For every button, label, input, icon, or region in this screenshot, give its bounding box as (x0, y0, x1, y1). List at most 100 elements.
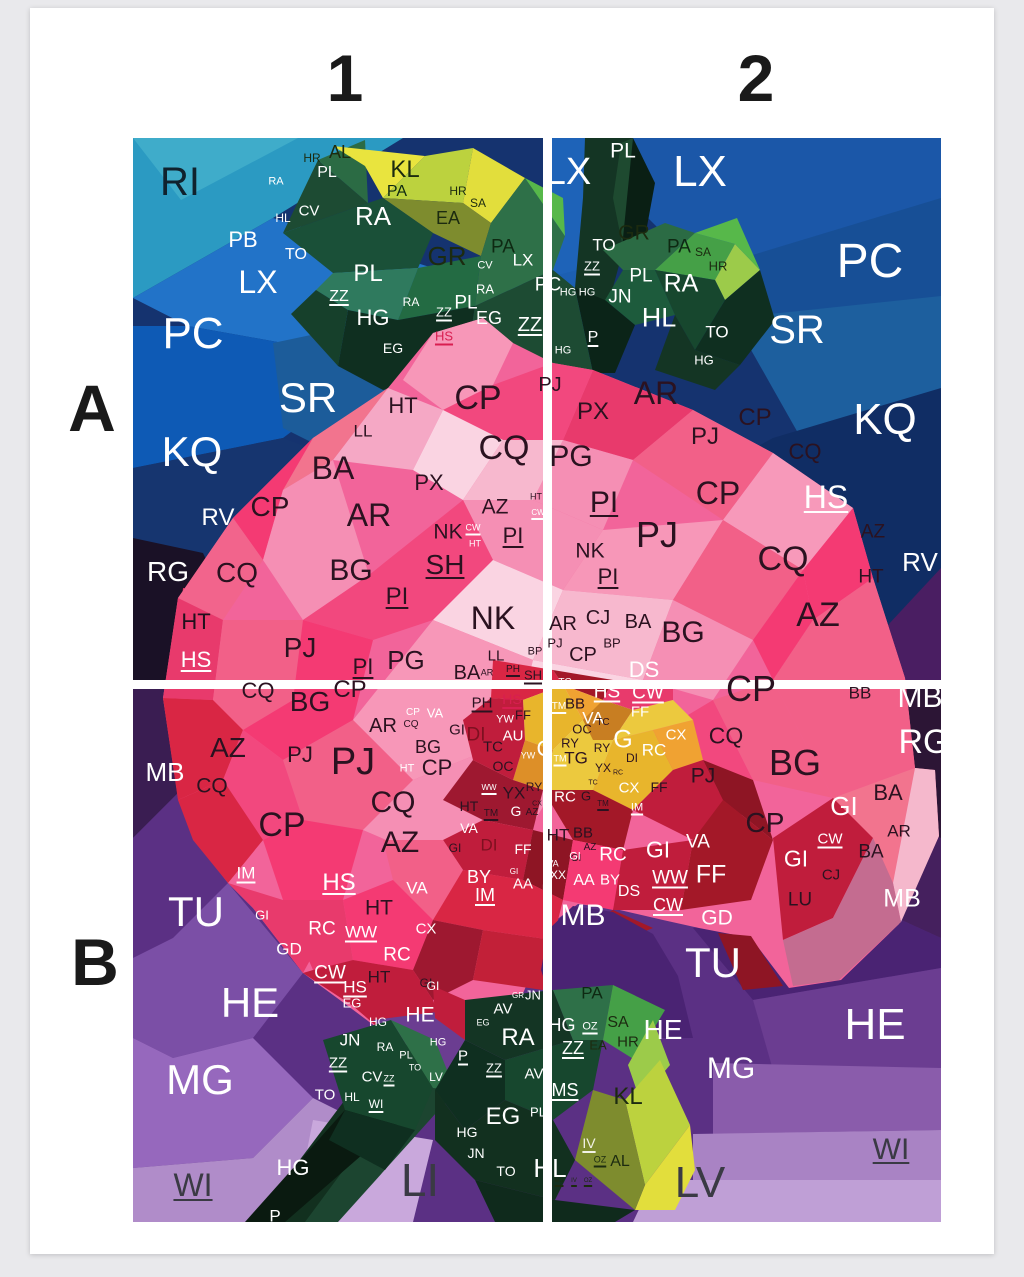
code-label: HG (554, 344, 572, 357)
code-label: RC (383, 944, 411, 966)
code-label: CJ (821, 866, 841, 884)
code-label: HR (617, 1033, 639, 1051)
code-label: TC (588, 779, 598, 787)
code-label: EA (589, 1037, 607, 1053)
code-label: TO (314, 1086, 336, 1104)
code-label: VA (582, 708, 604, 728)
code-label: AZ (210, 732, 246, 763)
code-label: GI (255, 907, 269, 923)
code-label: IM (475, 885, 495, 905)
code-label: WW (652, 867, 688, 889)
art-facet (133, 1038, 313, 1168)
code-label: FF (515, 707, 531, 723)
code-label: CW (653, 895, 683, 915)
code-label: HG (456, 1124, 478, 1140)
art-facet (133, 138, 298, 200)
code-label: JN (525, 987, 541, 1003)
code-label: CQ (241, 678, 275, 703)
code-label: PH (506, 664, 520, 675)
art-facet (433, 870, 563, 940)
art-facet (178, 780, 263, 883)
code-label: AZ (481, 495, 509, 519)
code-label: ZZ (329, 288, 349, 305)
code-label: HR (708, 258, 728, 274)
code-label: HT (365, 896, 393, 920)
code-label: DI (480, 835, 498, 855)
code-label: IV (582, 1135, 596, 1151)
code-label: GR (618, 221, 650, 245)
code-label: BB (564, 695, 586, 713)
art-facet (473, 930, 553, 990)
art-facet (413, 410, 503, 500)
code-label: AZ (380, 826, 420, 859)
art-facet (316, 268, 418, 320)
code-label: BG (661, 616, 705, 649)
art-facet (633, 410, 773, 520)
code-label: TO (496, 1163, 516, 1179)
art-facet (563, 520, 723, 600)
code-label: HE (844, 1000, 906, 1049)
code-label: GI (426, 979, 440, 993)
code-label: IM (630, 801, 644, 814)
code-label: HG (578, 286, 596, 299)
code-label: CP (333, 676, 367, 703)
code-label: WI (368, 1097, 384, 1111)
code-label: BY (542, 884, 552, 892)
code-label: CX (618, 779, 640, 797)
code-label: HT (388, 393, 418, 418)
art-facet (178, 518, 263, 620)
low-poly-rose-artwork: RI PB LX PC SR KQ RV RG HT HS LX LX PC SR KQ RV MB MB RG HR… (133, 138, 950, 1225)
column-header-2: 2 (737, 41, 775, 115)
code-label: EG (475, 308, 503, 328)
art-facet (283, 388, 388, 490)
code-label: PG (387, 645, 425, 675)
code-label: GR (427, 241, 467, 271)
code-label: BB (848, 683, 872, 703)
code-label: PJ (635, 514, 679, 555)
code-label: RC (308, 918, 336, 940)
code-label: PA (491, 236, 515, 258)
code-label: TM (551, 701, 567, 712)
art-facet (505, 1040, 603, 1120)
art-facet (703, 760, 773, 840)
code-label: KQ (161, 428, 223, 475)
code-label: LL (353, 421, 373, 441)
code-label: CX (415, 920, 437, 938)
art-facet (673, 520, 803, 640)
code-label: HL (641, 302, 677, 333)
code-label: G (613, 725, 633, 754)
code-label: MG (706, 1052, 756, 1085)
code-label: HT (367, 967, 391, 987)
art-facet (413, 920, 483, 1000)
art-facet (263, 460, 369, 620)
code-label: TU (685, 939, 741, 986)
art-facet (653, 720, 703, 770)
code-label: CW (817, 830, 843, 848)
code-label: CQ (788, 439, 822, 464)
code-label: CX (665, 726, 687, 744)
code-label: AZ (796, 596, 840, 634)
code-label: CV (477, 259, 493, 272)
code-label: RV (902, 547, 938, 577)
code-label: LX (544, 151, 592, 193)
code-label: TO (592, 235, 616, 255)
art-facet (523, 685, 583, 750)
code-label: AZ (525, 807, 539, 818)
art-facet (893, 768, 939, 922)
code-label: VA (426, 705, 444, 721)
art-facet (605, 270, 675, 325)
code-label: GI (448, 841, 462, 855)
art-facet (475, 178, 565, 306)
art-facet (283, 198, 433, 273)
code-label: RY (593, 741, 611, 755)
art-facet (383, 148, 473, 203)
code-label: CV (361, 1068, 383, 1086)
code-label: MS (551, 1080, 579, 1100)
code-label: OZ (593, 1154, 607, 1165)
art-facet (163, 698, 243, 800)
code-label: AR (633, 375, 679, 411)
code-label: RC (641, 740, 667, 760)
code-label: WI (173, 1167, 213, 1203)
code-label: DS (617, 883, 641, 900)
